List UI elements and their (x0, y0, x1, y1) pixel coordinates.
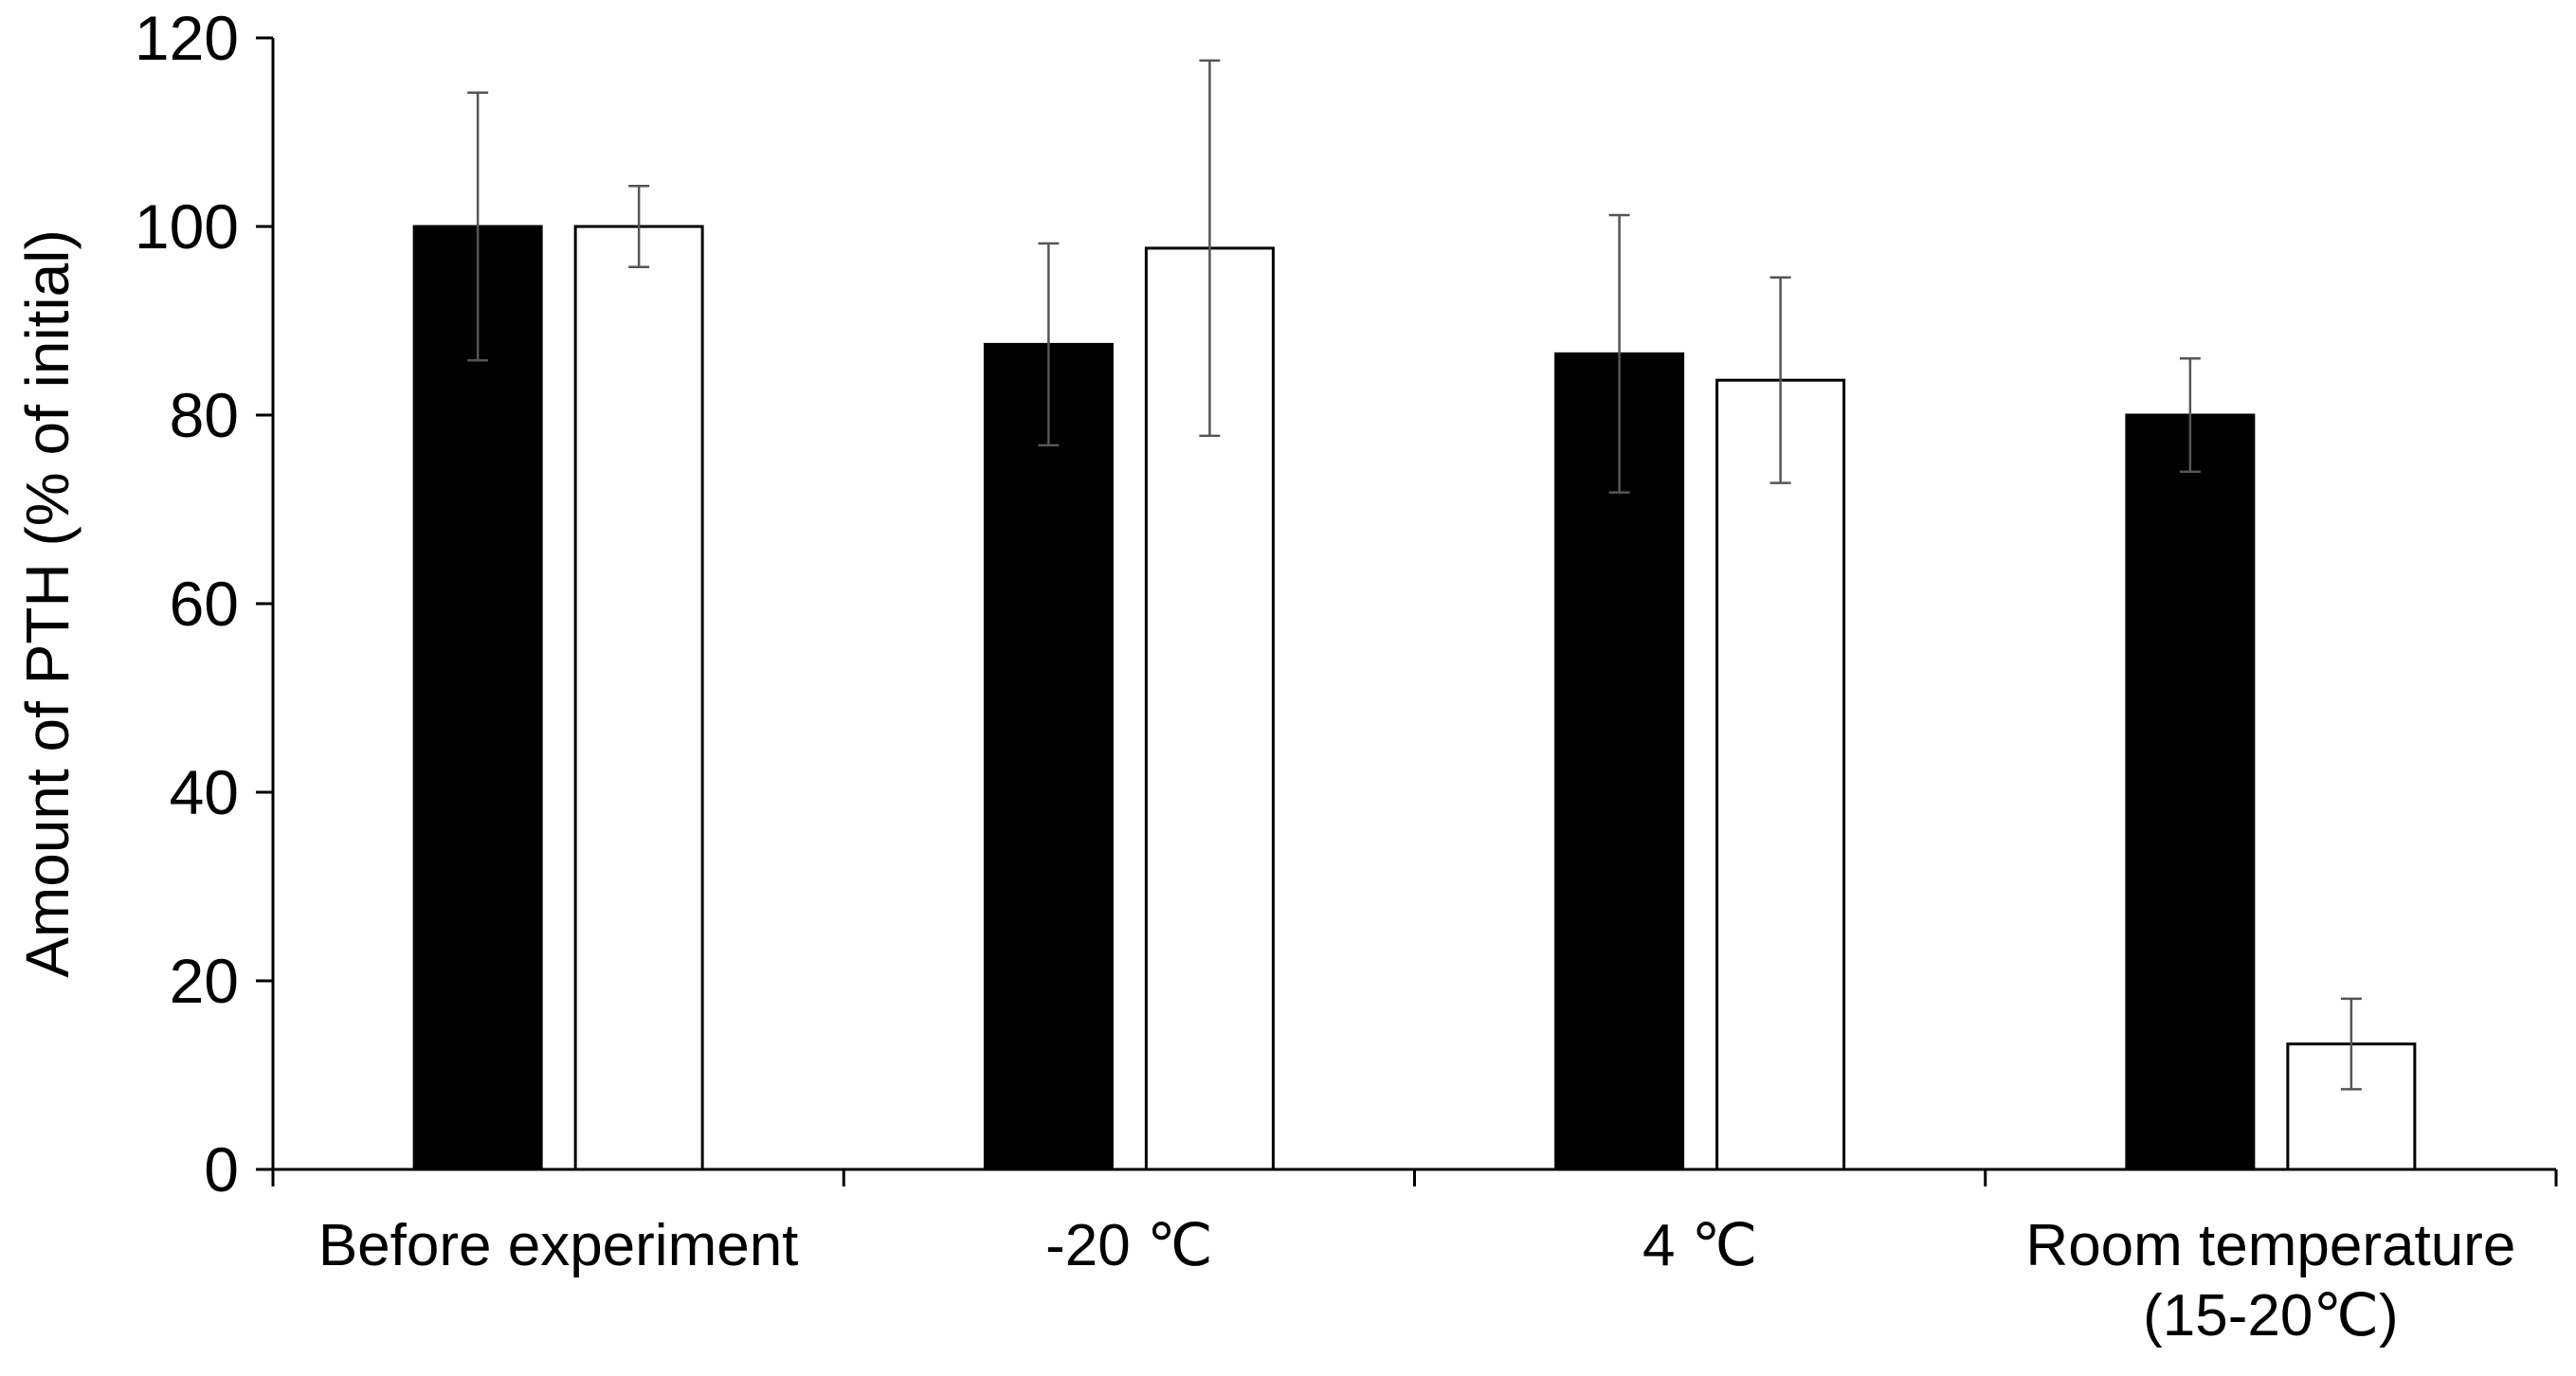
bar-series-1 (412, 225, 543, 1171)
error-bar (1769, 276, 1791, 484)
y-ticks: 0 20 40 60 80 100 120 (135, 3, 273, 1204)
error-bars (467, 59, 2362, 1091)
y-tick-label: 60 (170, 569, 239, 639)
error-bar (2340, 997, 2362, 1091)
error-bar (467, 91, 489, 362)
bars (412, 225, 2417, 1171)
bar-series-1 (983, 342, 1114, 1171)
y-axis: 0 20 40 60 80 100 120 (135, 3, 275, 1204)
error-bar (1608, 213, 1630, 494)
bar-series-1 (2125, 413, 2256, 1171)
error-bar (628, 184, 650, 269)
bar-series-2 (573, 225, 704, 1171)
error-bar (2179, 357, 2201, 473)
error-bar (1199, 59, 1221, 438)
x-tick-label: -20 ℃ (1045, 1213, 1212, 1278)
x-ticks: Before experiment -20 ℃ 4 ℃ Room temperatur… (271, 1169, 2558, 1349)
error-bar (1038, 242, 1060, 447)
x-axis: Before experiment -20 ℃ 4 ℃ Room temperatur… (271, 1168, 2558, 1349)
y-tick-label: 100 (135, 191, 239, 262)
y-tick-label: 120 (135, 3, 239, 73)
y-tick-label: 0 (204, 1134, 239, 1204)
y-tick-label: 40 (170, 757, 239, 827)
y-axis-label: Amount of PTH (% of initial) (13, 229, 82, 978)
y-tick-label: 80 (170, 380, 239, 450)
x-tick-label: 4 ℃ (1642, 1213, 1757, 1278)
x-tick-label: Before experiment (318, 1213, 799, 1278)
y-tick-label: 20 (170, 946, 239, 1016)
x-tick-label: Room temperature (15-20℃) (2025, 1213, 2515, 1349)
bar-series-2 (1715, 378, 1846, 1171)
